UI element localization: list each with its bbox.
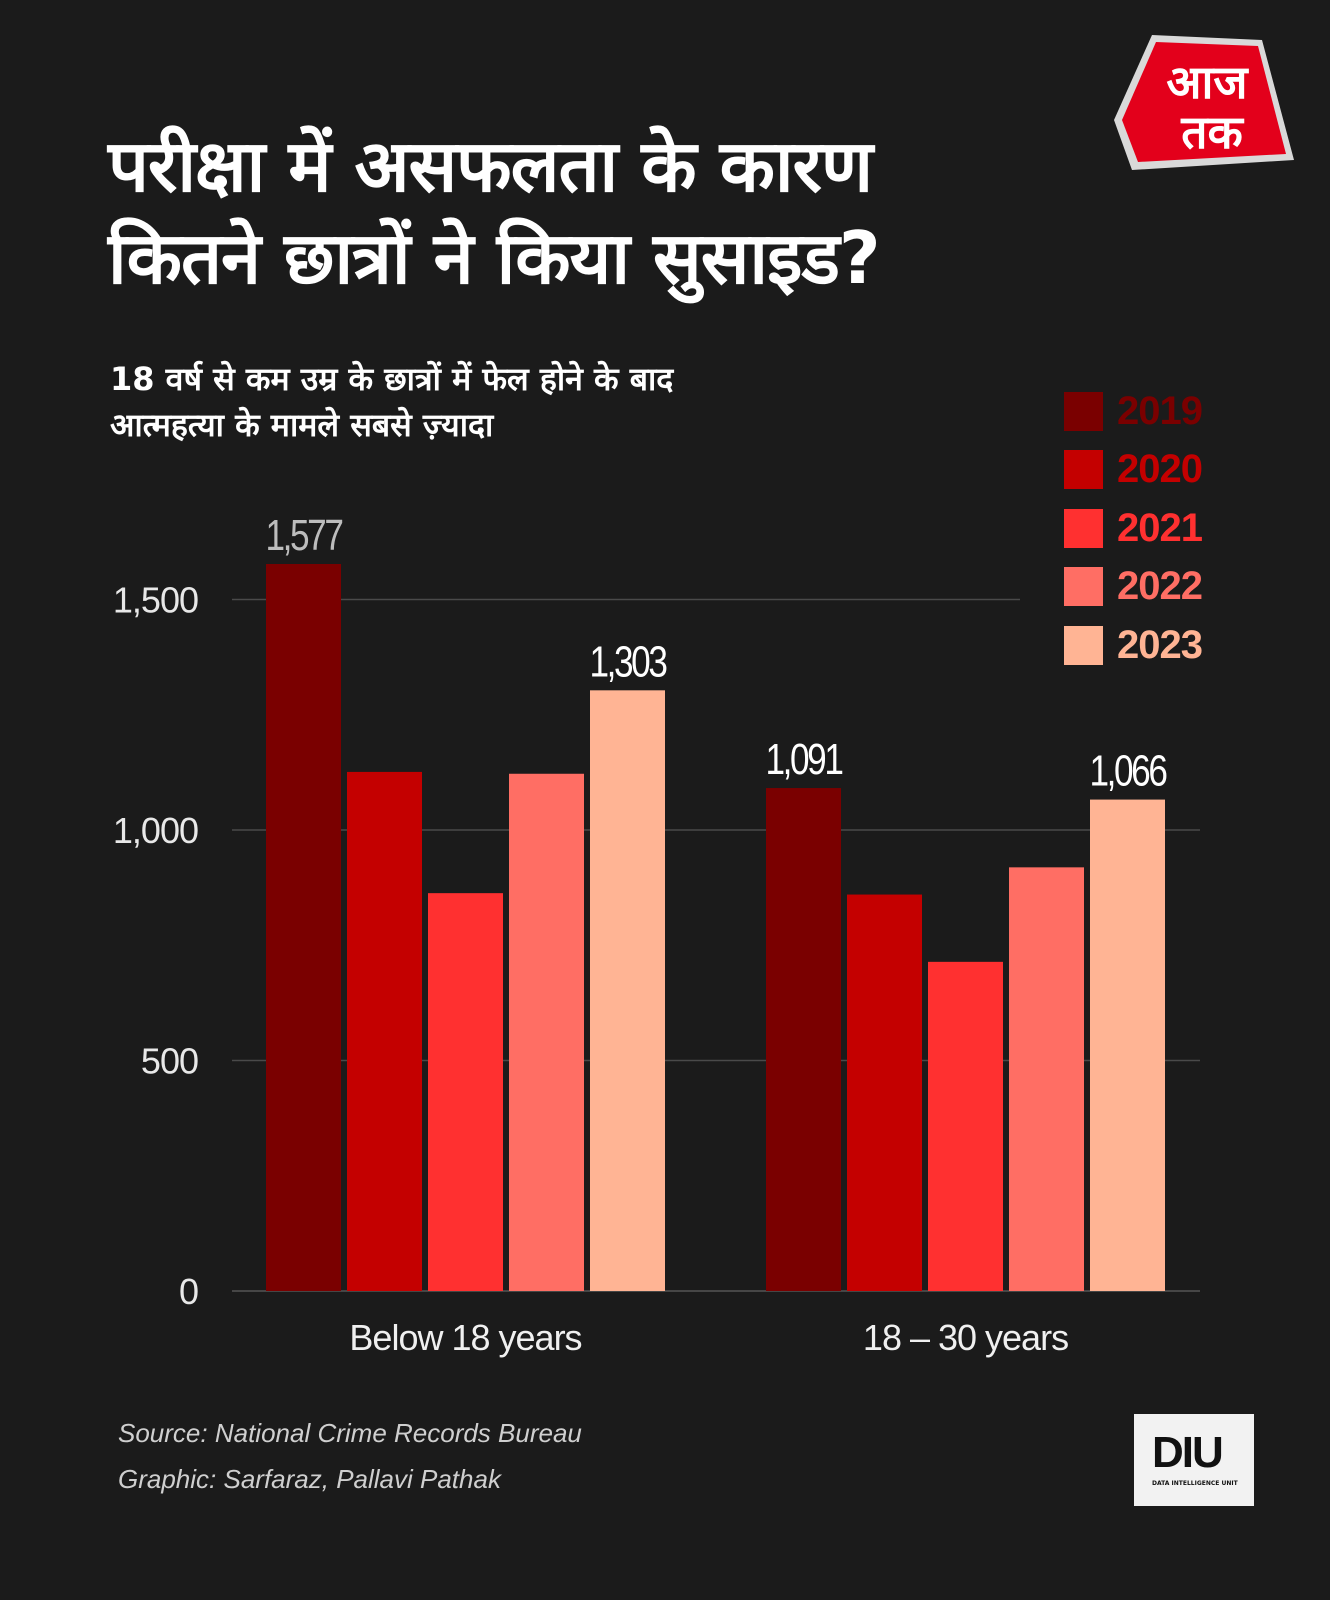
page-title: परीक्षा में असफलता के कारण कितने छात्रों… bbox=[108, 120, 881, 304]
y-tick-label: 0 bbox=[179, 1271, 198, 1312]
legend-swatch bbox=[1064, 508, 1103, 548]
diu-logo-text: DIU bbox=[1152, 1428, 1224, 1477]
y-tick-label: 1,500 bbox=[113, 580, 198, 621]
y-tick-label: 500 bbox=[141, 1041, 198, 1082]
legend: 2019 2020 2021 2022 2023 bbox=[1064, 382, 1203, 675]
data-label: 1,091 bbox=[765, 735, 842, 784]
bar-2019-below-18 bbox=[266, 564, 341, 1291]
legend-swatch bbox=[1064, 567, 1103, 607]
diu-logo-subtext: DATA INTELLIGENCE UNIT bbox=[1152, 1480, 1238, 1487]
legend-swatch bbox=[1064, 625, 1103, 665]
legend-item-2023: 2023 bbox=[1064, 616, 1203, 675]
legend-label: 2022 bbox=[1117, 564, 1203, 609]
bar-2022-18-30 bbox=[1009, 867, 1084, 1291]
svg-text:तक: तक bbox=[1180, 105, 1244, 159]
title-line-2: कितने छात्रों ने किया सुसाइड? bbox=[108, 216, 881, 300]
legend-item-2022: 2022 bbox=[1064, 558, 1203, 617]
data-label: 1,303 bbox=[589, 638, 666, 687]
legend-label: 2019 bbox=[1117, 388, 1203, 433]
bar-2020-18-30 bbox=[847, 894, 922, 1291]
title-line-1: परीक्षा में असफलता के कारण bbox=[108, 124, 873, 208]
subtitle: 18 वर्ष से कम उम्र के छात्रों में फेल हो… bbox=[110, 356, 673, 448]
data-label: 1,577 bbox=[265, 511, 342, 560]
x-category-label: Below 18 years bbox=[349, 1317, 581, 1358]
graphic-credit: Graphic: Sarfaraz, Pallavi Pathak bbox=[118, 1464, 501, 1494]
bar-2020-below-18 bbox=[347, 771, 422, 1291]
legend-item-2019: 2019 bbox=[1064, 382, 1203, 441]
bar-2023-below-18 bbox=[590, 690, 665, 1291]
legend-swatch bbox=[1064, 450, 1103, 490]
legend-swatch bbox=[1064, 391, 1103, 431]
bar-2019-18-30 bbox=[766, 788, 841, 1291]
y-tick-label: 1,000 bbox=[113, 810, 198, 851]
legend-item-2021: 2021 bbox=[1064, 499, 1203, 558]
legend-item-2020: 2020 bbox=[1064, 441, 1203, 500]
legend-label: 2020 bbox=[1117, 447, 1203, 492]
bar-2021-below-18 bbox=[428, 893, 503, 1291]
bar-2023-18-30 bbox=[1090, 799, 1165, 1291]
aajtak-logo: आज तक bbox=[1114, 35, 1294, 170]
source-note: Source: National Crime Records Bureau bbox=[118, 1418, 582, 1448]
data-label: 1,066 bbox=[1089, 747, 1166, 796]
bar-2021-18-30 bbox=[928, 961, 1003, 1291]
legend-label: 2021 bbox=[1117, 505, 1203, 550]
bar-chart: 0 500 1,000 1,500 1,577 1,303 Below 18 years 1,… bbox=[113, 511, 1200, 1358]
x-category-label: 18 – 30 years bbox=[863, 1317, 1068, 1358]
legend-label: 2023 bbox=[1117, 622, 1203, 667]
subtitle-line-2: आत्महत्या के मामले सबसे ज़्यादा bbox=[110, 406, 494, 444]
footer: Source: National Crime Records Bureau Gr… bbox=[118, 1410, 582, 1502]
bar-2022-below-18 bbox=[509, 773, 584, 1291]
subtitle-line-1: 18 वर्ष से कम उम्र के छात्रों में फेल हो… bbox=[110, 360, 674, 398]
svg-text:आज: आज bbox=[1166, 55, 1249, 109]
diu-logo: DIU DATA INTELLIGENCE UNIT bbox=[1134, 1414, 1254, 1506]
